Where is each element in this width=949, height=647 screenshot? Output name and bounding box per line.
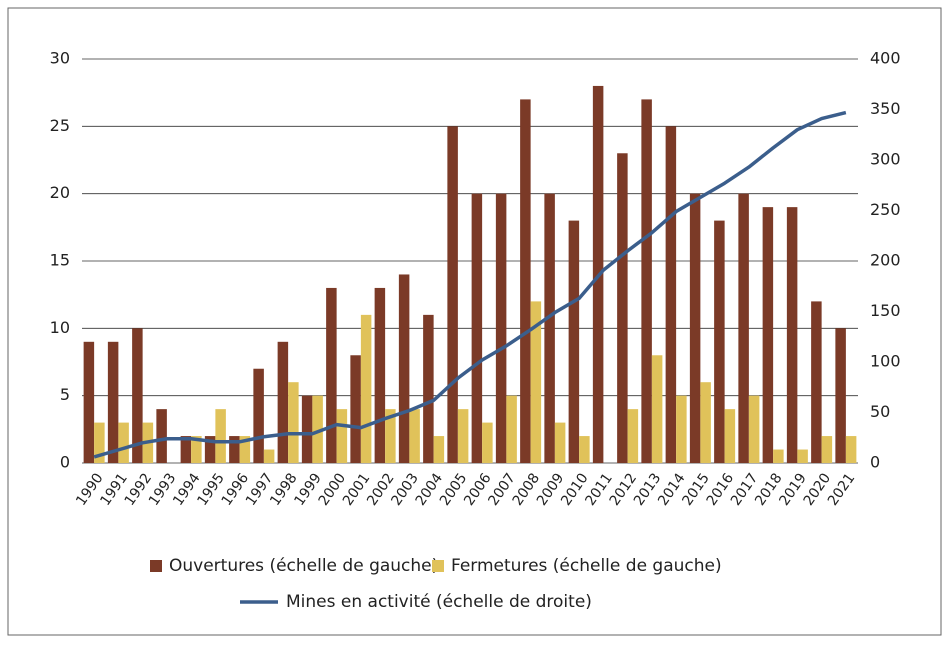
y-tick-label: 0 <box>60 453 70 472</box>
bar <box>811 301 822 463</box>
bar <box>835 328 846 463</box>
bar <box>641 99 652 464</box>
bar <box>277 341 289 463</box>
bar <box>385 409 396 463</box>
bar <box>239 436 251 463</box>
bar <box>676 395 687 463</box>
bar <box>433 436 445 463</box>
y2-tick-label: 400 <box>870 49 901 68</box>
bar <box>506 395 517 463</box>
bar <box>301 395 313 463</box>
bar <box>409 409 420 463</box>
bar <box>132 328 143 463</box>
bar <box>520 99 531 464</box>
bar <box>738 193 749 463</box>
bar <box>700 382 711 463</box>
bar <box>204 436 216 463</box>
bar <box>457 409 469 463</box>
bar <box>398 274 410 463</box>
bar <box>579 436 590 463</box>
bar <box>312 395 323 463</box>
y-tick-label: 15 <box>50 251 70 270</box>
bar <box>495 193 507 463</box>
bar <box>568 220 580 463</box>
y2-tick-label: 150 <box>870 301 901 320</box>
legend-label: Ouvertures (échelle de gauche) <box>169 556 438 576</box>
legend-label: Mines en activité (échelle de droite) <box>286 592 592 612</box>
y2-tick-label: 350 <box>870 99 901 118</box>
bar <box>714 220 725 463</box>
bar <box>821 436 833 463</box>
y2-tick-label: 100 <box>870 352 901 371</box>
bar <box>651 355 663 463</box>
bar <box>482 422 493 463</box>
bar <box>554 422 566 463</box>
bar <box>530 301 542 463</box>
bar <box>107 341 119 463</box>
bar <box>288 382 299 463</box>
bar <box>191 436 202 463</box>
line-series <box>93 110 847 459</box>
bar <box>360 314 372 463</box>
legend-swatch <box>432 560 444 572</box>
y2-tick-label: 50 <box>870 402 890 421</box>
bar <box>423 314 434 463</box>
y-tick-label: 25 <box>50 116 70 135</box>
bar <box>786 207 798 463</box>
bar <box>118 422 129 463</box>
bar <box>773 449 784 463</box>
y2-tick-label: 0 <box>870 453 880 472</box>
bar <box>229 436 240 463</box>
y2-tick-label: 250 <box>870 200 901 219</box>
bar <box>336 409 348 463</box>
bar <box>748 395 760 463</box>
bar <box>724 409 736 463</box>
bar <box>156 409 167 463</box>
bar <box>326 287 337 463</box>
bar <box>83 341 95 463</box>
bar <box>544 193 555 463</box>
frame <box>7 7 942 636</box>
bar <box>689 193 701 463</box>
bar <box>253 368 264 463</box>
bar <box>471 193 483 463</box>
y-tick-label: 5 <box>60 385 70 404</box>
y-tick-label: 30 <box>50 49 70 68</box>
bar <box>215 409 226 463</box>
legend-label: Fermetures (échelle de gauche) <box>451 556 722 576</box>
bar <box>797 449 808 463</box>
bar <box>374 287 386 463</box>
bar <box>350 355 361 463</box>
bar <box>94 422 105 463</box>
bar <box>762 207 774 463</box>
bar <box>665 126 677 463</box>
x-tick-label: 2021 <box>825 470 859 508</box>
bar <box>263 449 275 463</box>
bar <box>845 436 857 463</box>
legend-swatch <box>150 560 162 572</box>
y-tick-label: 10 <box>50 318 70 337</box>
y-tick-label: 20 <box>50 183 70 202</box>
bar <box>180 436 192 463</box>
y2-tick-label: 200 <box>870 251 901 270</box>
bar <box>627 409 639 463</box>
bar <box>447 126 458 463</box>
y2-tick-label: 300 <box>870 150 901 169</box>
bar <box>617 153 628 463</box>
